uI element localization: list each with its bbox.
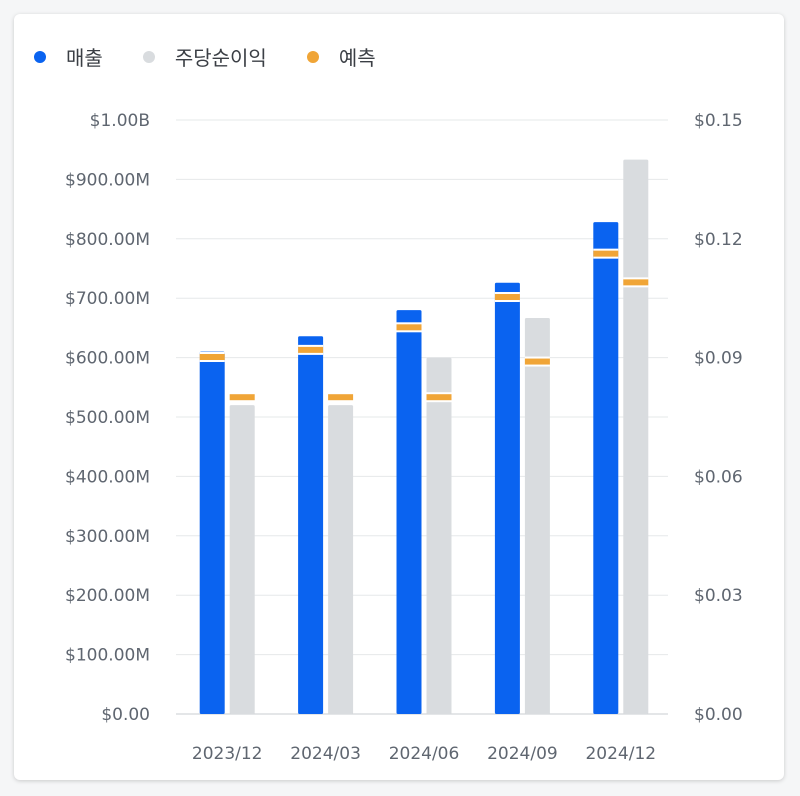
eps-estimate-marker[interactable] <box>328 394 354 401</box>
y-left-tick-label: $700.00M <box>65 289 150 309</box>
legend-item-eps[interactable]: 주당순이익 <box>142 42 267 71</box>
revenue-estimate-marker[interactable] <box>593 250 619 257</box>
legend-item-revenue[interactable]: 매출 <box>34 42 103 71</box>
eps-bar[interactable] <box>426 357 452 714</box>
revenue-bar[interactable] <box>494 282 520 714</box>
eps-bar[interactable] <box>524 318 550 714</box>
y-left-tick-label: $300.00M <box>65 527 150 547</box>
eps-estimate-marker[interactable] <box>426 394 452 401</box>
revenue-bar[interactable] <box>298 336 324 714</box>
legend-dot-icon <box>34 50 46 63</box>
y-left-tick-label: $500.00M <box>65 408 150 428</box>
revenue-bar[interactable] <box>593 222 619 714</box>
eps-estimate-marker[interactable] <box>524 358 550 365</box>
y-left-tick-label: $1.00B <box>90 111 150 131</box>
x-axis-label: 2024/06 <box>389 744 460 764</box>
y-right-tick-label: $0.00 <box>694 705 743 725</box>
revenue-estimate-marker[interactable] <box>396 324 422 331</box>
legend-item-estimate[interactable]: 예측 <box>306 42 376 71</box>
y-right-tick-label: $0.03 <box>694 586 743 606</box>
revenue-bar[interactable] <box>396 310 422 714</box>
chart-legend: 매출 주당순이익 예측 <box>34 42 416 71</box>
legend-label-revenue: 매출 <box>66 46 103 70</box>
y-right-tick-label: $0.06 <box>694 467 743 487</box>
legend-dot-icon <box>306 50 319 63</box>
y-right-tick-label: $0.09 <box>694 349 743 369</box>
legend-dot-icon <box>142 50 155 63</box>
revenue-estimate-marker[interactable] <box>494 294 520 301</box>
y-left-tick-label: $0.00 <box>101 705 150 725</box>
y-left-tick-label: $200.00M <box>65 586 150 606</box>
y-right-tick-label: $0.12 <box>694 230 743 250</box>
y-left-tick-label: $600.00M <box>65 349 150 369</box>
eps-bar[interactable] <box>623 159 649 715</box>
eps-estimate-marker[interactable] <box>229 394 255 401</box>
eps-bar[interactable] <box>229 405 255 714</box>
revenue-estimate-marker[interactable] <box>298 346 324 353</box>
y-left-tick-label: $100.00M <box>65 646 150 666</box>
revenue-estimate-marker[interactable] <box>199 354 225 361</box>
x-axis-label: 2024/09 <box>487 744 558 764</box>
revenue-bar[interactable] <box>199 351 225 714</box>
eps-estimate-marker[interactable] <box>623 279 649 286</box>
x-axis-label: 2024/03 <box>290 744 361 764</box>
x-axis-label: 2024/12 <box>585 744 656 764</box>
y-left-tick-label: $400.00M <box>65 467 150 487</box>
legend-label-estimate: 예측 <box>338 46 376 70</box>
x-axis-label: 2023/12 <box>192 744 263 764</box>
y-left-tick-label: $900.00M <box>65 170 150 190</box>
legend-label-eps: 주당순이익 <box>174 46 267 70</box>
y-right-tick-label: $0.15 <box>694 111 743 131</box>
y-left-tick-label: $800.00M <box>65 230 150 250</box>
eps-bar[interactable] <box>328 405 354 714</box>
